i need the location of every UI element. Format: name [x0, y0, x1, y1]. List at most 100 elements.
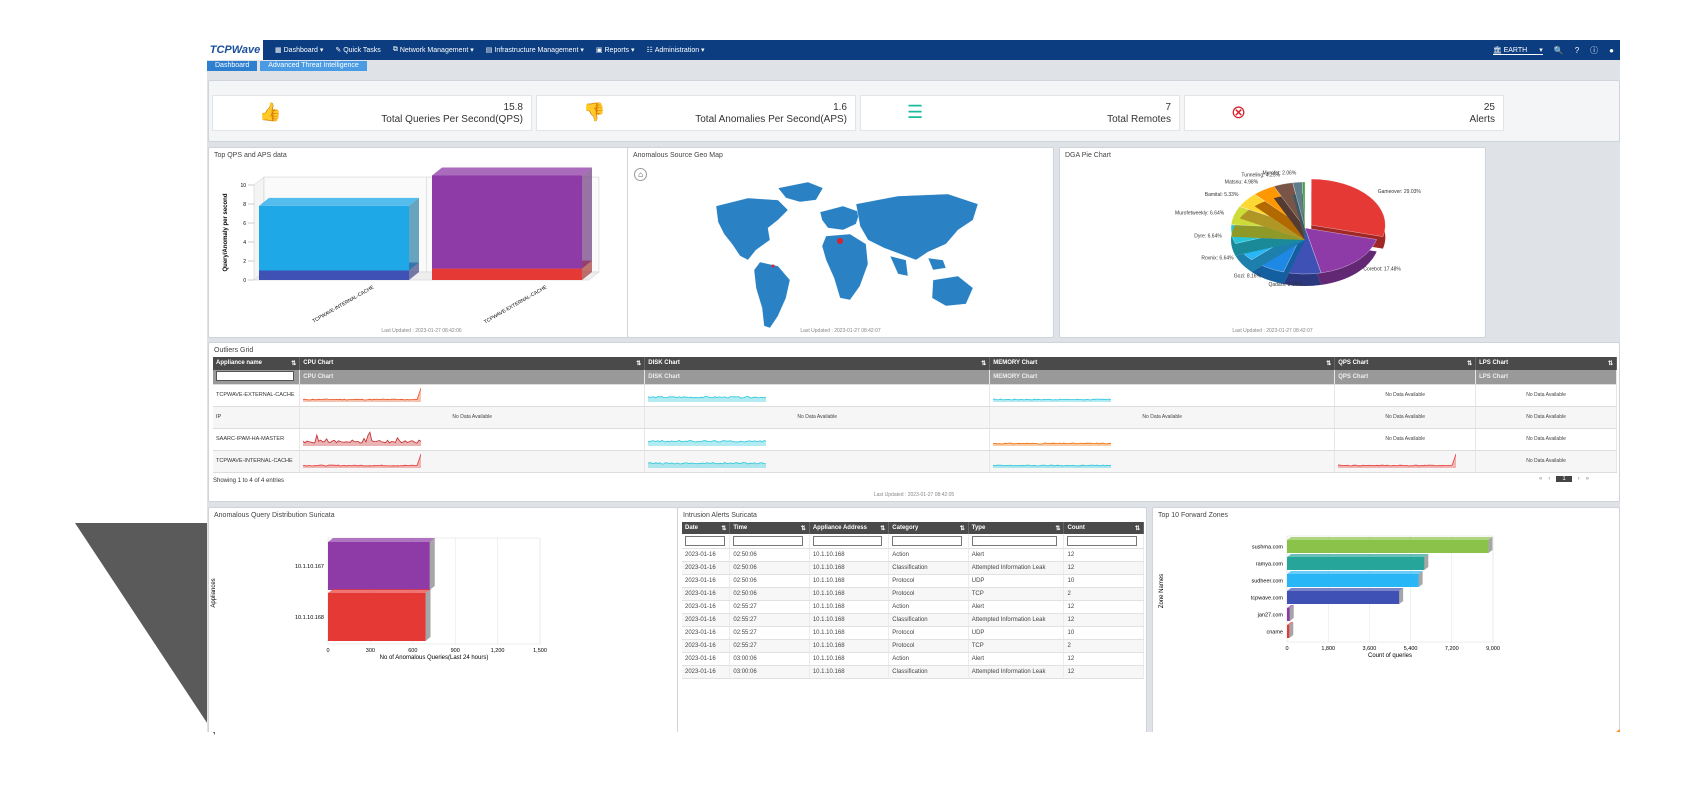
grid-subheader-5: LPS Chart — [1475, 370, 1617, 385]
intrusion-cell: Classification — [888, 561, 969, 575]
search-icon[interactable]: 🔍 — [1553, 45, 1564, 55]
page-button-3[interactable]: › — [1577, 476, 1580, 482]
org-selector[interactable]: 🏛 EARTH ▾ — [1492, 46, 1543, 55]
intrusion-header-5[interactable]: Count ⇅ — [1063, 522, 1144, 534]
anom-panel-title: Anomalous Query Distribution Suricata — [214, 512, 335, 519]
dga-panel-title: DGA Pie Chart — [1065, 152, 1111, 159]
intrusion-filter-0[interactable] — [685, 535, 725, 546]
breadcrumb-dashboard[interactable]: Dashboard — [207, 61, 258, 71]
intrusion-cell: 10.1.10.168 — [809, 665, 890, 679]
grid-header-0[interactable]: Appliance name ⇅ — [213, 357, 301, 370]
intrusion-cell: 02:50:06 — [729, 587, 810, 601]
grid-header-2[interactable]: DISK Chart ⇅ — [644, 357, 991, 370]
intrusion-cell: 12 — [1063, 652, 1144, 666]
nav-item-0[interactable]: ▦ Dashboard ▾ — [275, 46, 323, 54]
table-row: TCPWAVE-INTERNAL-CACHE No Data Available — [213, 450, 1617, 473]
grid-header-1[interactable]: CPU Chart ⇅ — [299, 357, 646, 370]
info-icon[interactable]: ⓘ — [1590, 45, 1599, 55]
sparkline — [1338, 453, 1457, 468]
nav-item-4[interactable]: ▣ Reports ▾ — [596, 46, 635, 54]
grid-cell: No Data Available — [1334, 406, 1477, 429]
intrusion-header-label: Count — [1067, 524, 1085, 531]
qps-aps-panel: Top QPS and APS data 0 2 4 6 8 10 Query/Anomal… — [208, 147, 635, 338]
grid-subheader-4: QPS Chart — [1334, 370, 1477, 385]
no-data-label: No Data Available — [1526, 436, 1566, 442]
home-icon[interactable]: ⌂ — [634, 168, 647, 181]
grid-header-4[interactable]: QPS Chart ⇅ — [1334, 357, 1477, 370]
intrusion-filter-4[interactable] — [971, 535, 1057, 546]
nav-item-3[interactable]: ▤ Infrastructure Management ▾ — [486, 46, 584, 54]
grid-cell: No Data Available — [1334, 428, 1477, 451]
intrusion-cell: 10 — [1063, 574, 1144, 588]
help-icon[interactable]: ? — [1574, 45, 1580, 55]
grid-header-5[interactable]: LPS Chart ⇅ — [1475, 357, 1617, 370]
pie-label: Murofet: 2.06% — [1262, 170, 1296, 176]
sort-icon: ⇅ — [1607, 361, 1613, 367]
intrusion-filter-1[interactable] — [733, 535, 803, 546]
grid-cell — [299, 428, 646, 451]
intrusion-header-2[interactable]: Appliance Address ⇅ — [809, 522, 890, 534]
sort-icon: ⇅ — [800, 525, 806, 532]
appliance-filter-input[interactable] — [216, 371, 294, 381]
x-tick-label: TCPWAVE-EXTERNAL-CACHE — [483, 284, 548, 325]
grid-cell: No Data Available — [644, 406, 991, 429]
intrusion-cell: Alert — [968, 600, 1065, 614]
intrusion-table: Date ⇅ Time ⇅ Appliance Address ⇅ Category ⇅ Typ… — [682, 522, 1144, 679]
grid-header-3[interactable]: MEMORY Chart ⇅ — [989, 357, 1336, 370]
y-axis-label: Appliances — [211, 578, 217, 607]
pie-label: Dyre: 6.64% — [1194, 234, 1222, 240]
intrusion-cell: 2023-01-16 — [682, 626, 731, 640]
bar-1 — [1287, 554, 1429, 570]
grid-cell — [299, 450, 646, 473]
bar-5 — [1287, 622, 1294, 638]
no-data-label: No Data Available — [1526, 414, 1566, 420]
nav-item-2[interactable]: ⧉ Network Management ▾ — [393, 46, 474, 54]
intrusion-header-4[interactable]: Type ⇅ — [968, 522, 1065, 534]
grid-cell: No Data Available — [1475, 428, 1617, 451]
pie-label: Gameover: 29.03% — [1378, 189, 1422, 195]
intrusion-header-0[interactable]: Date ⇅ — [682, 522, 731, 534]
grid-subheader-0[interactable] — [213, 370, 301, 385]
y-tick-label: cname — [1266, 630, 1283, 636]
sort-icon: ⇅ — [1055, 525, 1061, 532]
caret-down-icon: ▾ — [1539, 46, 1543, 54]
x-tick-label: 3,600 — [1363, 646, 1377, 652]
nav-item-5[interactable]: ☷ Administration ▾ — [646, 46, 704, 54]
intrusion-filter-5[interactable] — [1067, 535, 1138, 546]
x-tick-label: 600 — [408, 648, 417, 654]
intrusion-cell: 2023-01-16 — [682, 665, 731, 679]
grid-subheader-3: MEMORY Chart — [989, 370, 1336, 385]
page-button-0[interactable]: « — [1538, 476, 1543, 482]
sparkline — [993, 464, 1112, 468]
page-button-1[interactable]: ‹ — [1548, 476, 1551, 482]
thumbs-down-icon: 👎 — [583, 102, 606, 122]
page-button-4[interactable]: » — [1585, 476, 1589, 482]
intrusion-cell: 2023-01-16 — [682, 600, 731, 614]
entries-info: Showing 1 to 4 of 4 entries — [213, 478, 285, 484]
intrusion-cell: Action — [888, 652, 969, 666]
appliance-name: TCPWAVE-EXTERNAL-CACHE — [213, 384, 301, 407]
intrusion-cell: UDP — [968, 574, 1065, 588]
intrusion-filter-2[interactable] — [812, 535, 883, 546]
intrusion-cell: 2023-01-16 — [682, 574, 731, 588]
intrusion-title: Intrusion Alerts Suricata — [683, 512, 757, 519]
user-icon[interactable]: ● — [1609, 45, 1614, 55]
stat-label: Alerts — [1469, 114, 1495, 125]
nav-item-1[interactable]: ✎ Quick Tasks — [335, 46, 380, 55]
grid-header-label: Appliance name — [216, 360, 263, 366]
intrusion-cell: 2023-01-16 — [682, 561, 731, 575]
menu-fab-button[interactable]: ≡ — [1613, 728, 1620, 732]
forward-zones-panel: Top 10 Forward Zones 0 1,800 3,600 5,400 7,2… — [1152, 507, 1620, 732]
grid-cell: No Data Available — [1334, 384, 1477, 407]
qps-aps-chart: 0 2 4 6 8 10 Query/Anomaly per second TCPWAVE-I… — [223, 167, 600, 325]
intrusion-header-1[interactable]: Time ⇅ — [729, 522, 810, 534]
dashboard-icon: ▦ — [275, 47, 282, 54]
grid-header-label: MEMORY Chart — [993, 360, 1038, 366]
sort-icon: ⇅ — [1326, 361, 1332, 367]
y-tick-label: tcpwave.com — [1251, 596, 1284, 602]
stat-card-2: ☰ 7 Total Remotes — [860, 95, 1180, 131]
page-button-2[interactable]: 1 — [1556, 476, 1572, 482]
intrusion-filter-3[interactable] — [892, 535, 962, 546]
intrusion-header-3[interactable]: Category ⇅ — [888, 522, 969, 534]
filter-cell — [968, 534, 1065, 549]
